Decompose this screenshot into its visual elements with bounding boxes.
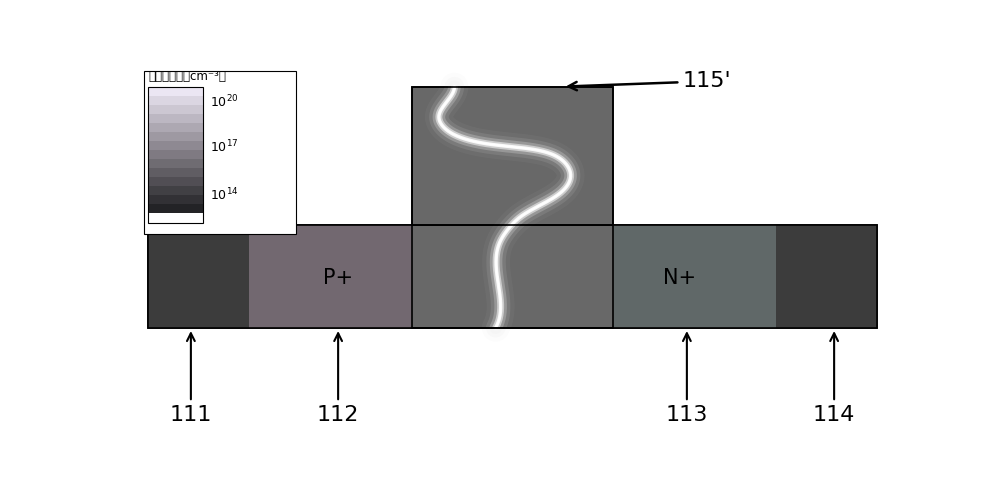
Bar: [412, 87, 613, 328]
Bar: [148, 87, 202, 223]
Text: 111: 111: [170, 333, 212, 425]
Bar: [148, 168, 202, 177]
Bar: [148, 225, 877, 328]
Text: 115': 115': [568, 71, 732, 91]
Bar: [613, 225, 776, 328]
Bar: [412, 87, 613, 225]
Text: 114: 114: [813, 333, 855, 425]
Bar: [148, 225, 877, 328]
Bar: [148, 159, 202, 168]
Bar: [148, 177, 202, 186]
Text: P+: P+: [323, 268, 353, 288]
Bar: [148, 195, 202, 204]
Bar: [148, 186, 202, 195]
Text: 113: 113: [666, 333, 708, 425]
Text: 载流子浓度（cm⁻³）: 载流子浓度（cm⁻³）: [148, 70, 226, 83]
Bar: [148, 150, 202, 159]
Bar: [148, 204, 202, 213]
Bar: [144, 71, 296, 234]
Text: 112: 112: [317, 333, 359, 425]
Bar: [148, 213, 202, 223]
Bar: [776, 225, 877, 328]
Bar: [148, 105, 202, 114]
Bar: [249, 225, 412, 328]
Text: $10^{20}$: $10^{20}$: [210, 94, 239, 110]
Bar: [148, 225, 249, 328]
Bar: [148, 87, 202, 96]
Bar: [148, 96, 202, 105]
Bar: [148, 114, 202, 123]
Bar: [148, 132, 202, 141]
Text: $10^{17}$: $10^{17}$: [210, 139, 239, 156]
Text: $10^{14}$: $10^{14}$: [210, 187, 239, 204]
Bar: [148, 141, 202, 150]
Bar: [148, 123, 202, 132]
Text: N+: N+: [663, 268, 696, 288]
